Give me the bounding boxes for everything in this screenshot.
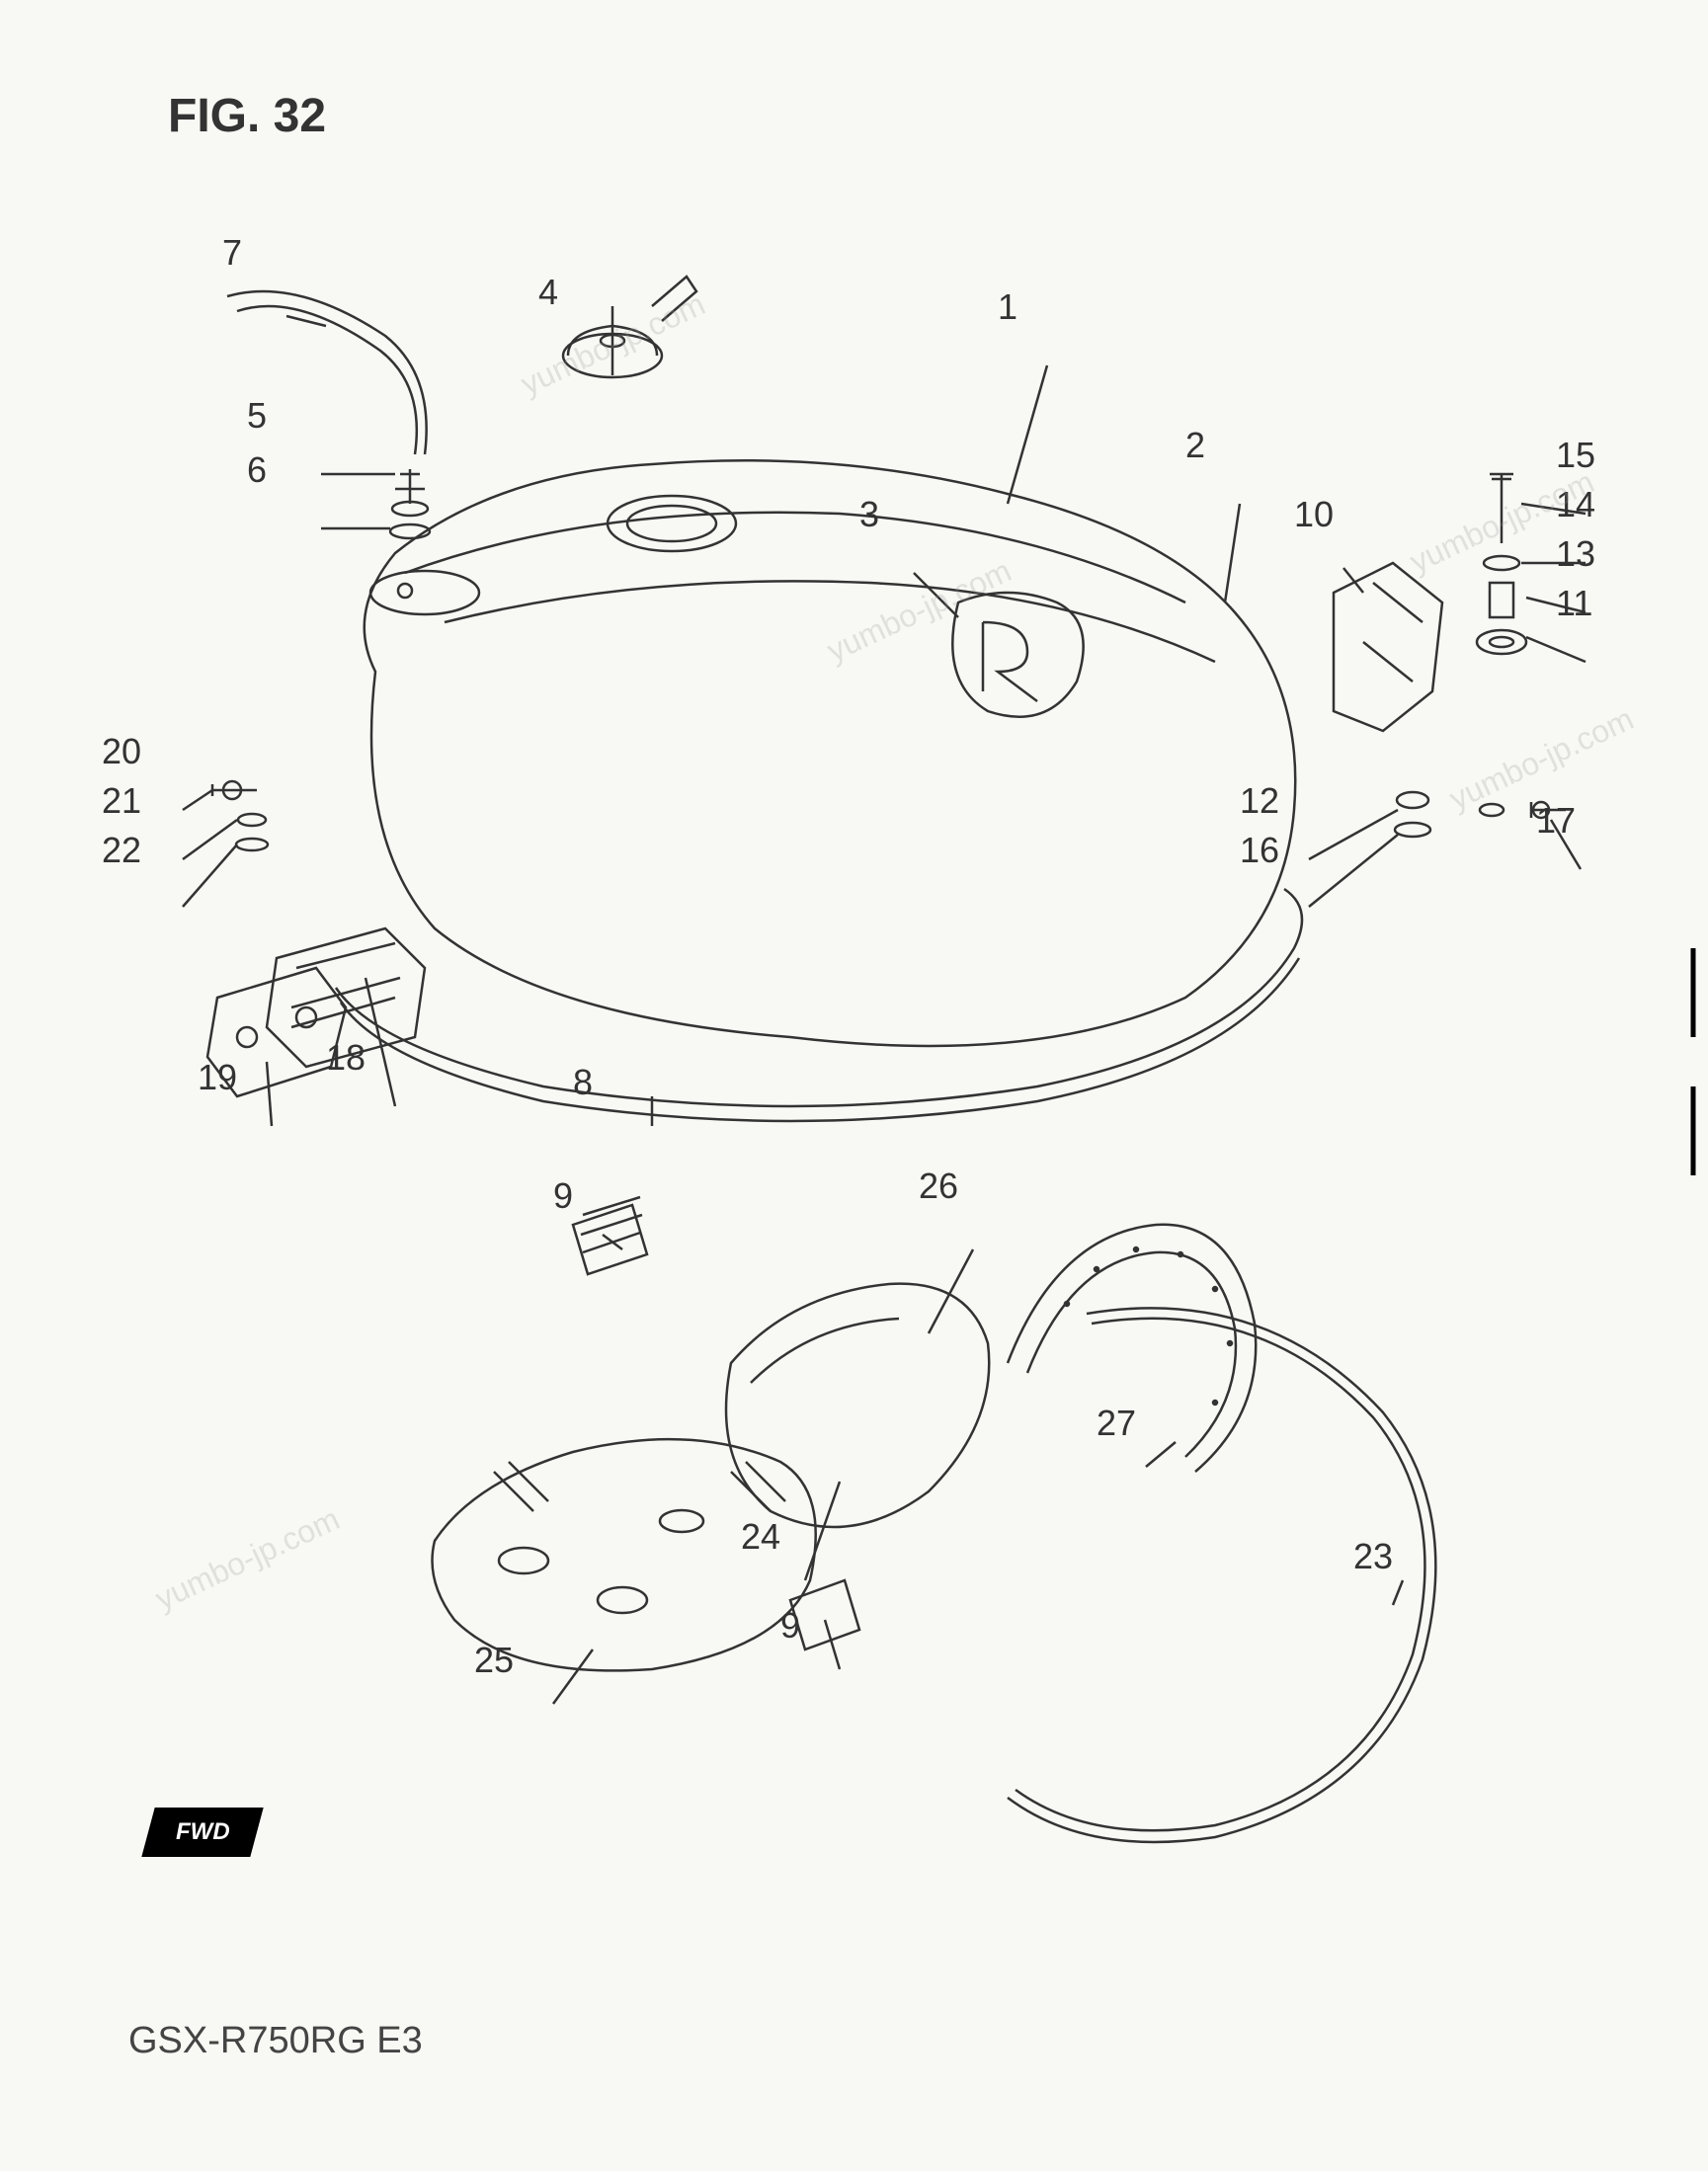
- callout-8: 8: [573, 1062, 593, 1103]
- callout-22: 22: [102, 830, 141, 871]
- callout-23: 23: [1353, 1536, 1393, 1577]
- fwd-label: FWD: [176, 1818, 230, 1846]
- callout-4: 4: [538, 272, 558, 313]
- callout-17: 17: [1536, 800, 1576, 842]
- callout-26: 26: [919, 1166, 958, 1207]
- callout-11: 11: [1556, 583, 1592, 624]
- callout-15: 15: [1556, 435, 1595, 476]
- callout-9b: 9: [780, 1605, 800, 1647]
- callout-2: 2: [1185, 425, 1205, 466]
- callout-24: 24: [741, 1516, 780, 1558]
- callout-9a: 9: [553, 1175, 573, 1217]
- callout-19: 19: [198, 1057, 237, 1098]
- callout-25: 25: [474, 1640, 514, 1681]
- diagram-area: [99, 178, 1630, 1857]
- callout-7: 7: [222, 232, 242, 274]
- figure-title: FIG. 32: [168, 89, 326, 143]
- callout-16: 16: [1240, 830, 1279, 871]
- callout-3: 3: [859, 494, 879, 535]
- fwd-direction-badge: FWD: [141, 1808, 263, 1857]
- model-footer-label: GSX-R750RG E3: [128, 2020, 423, 2062]
- callout-1: 1: [998, 286, 1017, 328]
- callout-27: 27: [1097, 1403, 1136, 1444]
- callout-5: 5: [247, 395, 267, 437]
- callout-21: 21: [102, 780, 141, 822]
- callout-10: 10: [1294, 494, 1334, 535]
- callout-12: 12: [1240, 780, 1279, 822]
- callout-13: 13: [1556, 533, 1595, 575]
- callout-20: 20: [102, 731, 141, 772]
- page-edge-marks: [1678, 948, 1708, 1175]
- callout-18: 18: [326, 1037, 366, 1079]
- exploded-diagram-svg: [99, 178, 1630, 1857]
- callout-14: 14: [1556, 484, 1595, 525]
- page-container: FIG. 32: [0, 0, 1708, 2171]
- callout-6: 6: [247, 449, 267, 491]
